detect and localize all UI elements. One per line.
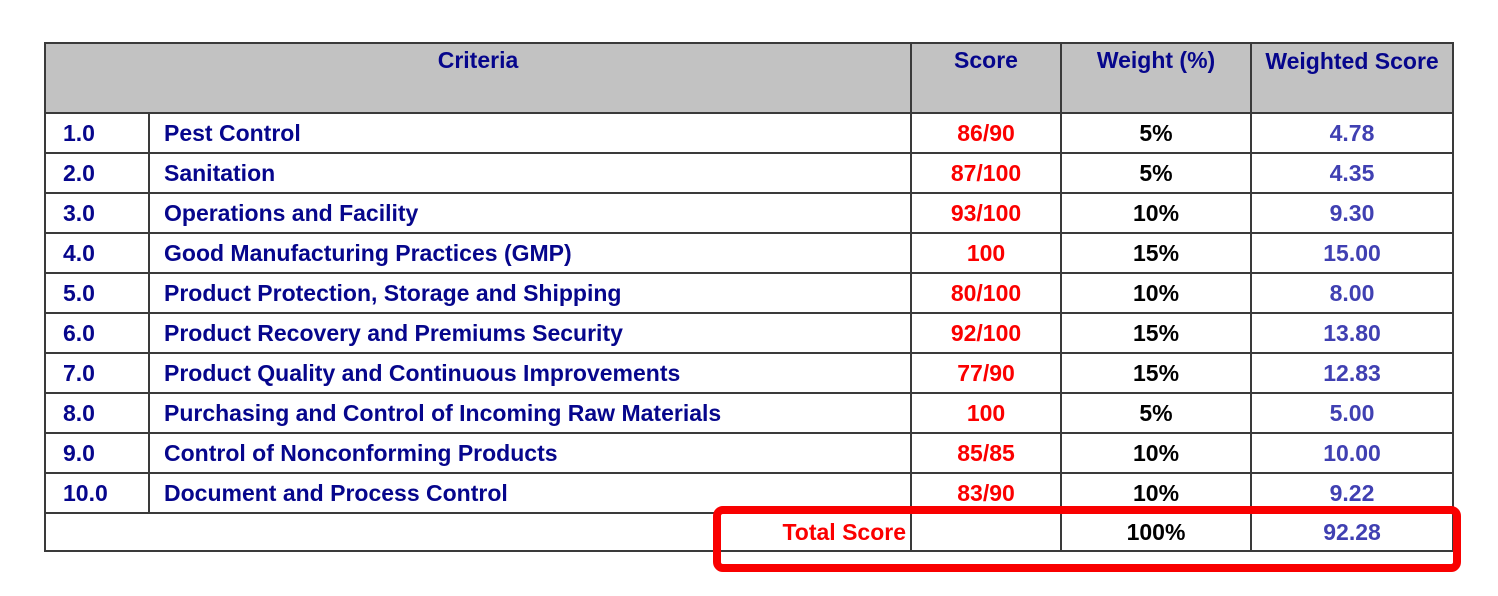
table-row: 3.0 Operations and Facility 93/100 10% 9… [44,192,1455,234]
row-criteria: Pest Control [147,112,913,154]
row-weight: 5% [1060,112,1253,154]
header-weight: Weight (%) [1060,42,1253,114]
row-weight: 10% [1060,432,1253,474]
total-weight-value: 100% [1060,512,1253,552]
row-score: 80/100 [910,272,1063,314]
row-weighted: 12.83 [1250,352,1455,394]
row-score: 85/85 [910,432,1063,474]
row-criteria: Control of Nonconforming Products [147,432,913,474]
row-number: 3.0 [44,192,150,234]
table-row: 6.0 Product Recovery and Premiums Securi… [44,312,1455,354]
row-score: 100 [910,392,1063,434]
row-weight: 10% [1060,472,1253,514]
row-weighted: 4.78 [1250,112,1455,154]
row-score: 83/90 [910,472,1063,514]
row-number: 1.0 [44,112,150,154]
row-weight: 10% [1060,192,1253,234]
row-weight: 5% [1060,152,1253,194]
row-weight: 15% [1060,312,1253,354]
row-criteria: Product Quality and Continuous Improveme… [147,352,913,394]
row-number: 7.0 [44,352,150,394]
row-weighted: 13.80 [1250,312,1455,354]
row-weighted: 15.00 [1250,232,1455,274]
table-row: 8.0 Purchasing and Control of Incoming R… [44,392,1455,434]
row-criteria: Sanitation [147,152,913,194]
header-weighted-score: Weighted Score [1250,42,1455,114]
total-row: Total Score 100% 92.28 [43,512,1455,552]
row-number: 6.0 [44,312,150,354]
row-number: 8.0 [44,392,150,434]
total-score-value [910,512,1063,552]
row-number: 5.0 [44,272,150,314]
header-criteria: Criteria [43,42,913,114]
table-row: 5.0 Product Protection, Storage and Ship… [44,272,1455,314]
row-number: 10.0 [44,472,150,514]
table-row: 1.0 Pest Control 86/90 5% 4.78 [44,112,1455,154]
row-score: 93/100 [910,192,1063,234]
row-weight: 10% [1060,272,1253,314]
row-number: 2.0 [44,152,150,194]
table-row: 7.0 Product Quality and Continuous Impro… [44,352,1455,394]
total-score-label: Total Score [43,512,913,552]
row-weighted: 4.35 [1250,152,1455,194]
row-number: 4.0 [44,232,150,274]
row-criteria: Product Recovery and Premiums Security [147,312,913,354]
audit-score-table: Criteria Score Weight (%) Weighted Score… [43,42,1455,552]
row-weight: 15% [1060,232,1253,274]
row-number: 9.0 [44,432,150,474]
total-weighted-value: 92.28 [1250,512,1455,552]
row-weighted: 5.00 [1250,392,1455,434]
row-score: 87/100 [910,152,1063,194]
table-row: 10.0 Document and Process Control 83/90 … [44,472,1455,514]
row-weighted: 9.22 [1250,472,1455,514]
row-weighted: 10.00 [1250,432,1455,474]
row-criteria: Document and Process Control [147,472,913,514]
row-weight: 5% [1060,392,1253,434]
row-score: 100 [910,232,1063,274]
row-criteria: Purchasing and Control of Incoming Raw M… [147,392,913,434]
row-score: 77/90 [910,352,1063,394]
header-row: Criteria Score Weight (%) Weighted Score [43,42,1455,114]
table-row: 4.0 Good Manufacturing Practices (GMP) 1… [44,232,1455,274]
row-score: 86/90 [910,112,1063,154]
row-criteria: Good Manufacturing Practices (GMP) [147,232,913,274]
row-score: 92/100 [910,312,1063,354]
table-row: 9.0 Control of Nonconforming Products 85… [44,432,1455,474]
header-score: Score [910,42,1063,114]
row-criteria: Product Protection, Storage and Shipping [147,272,913,314]
row-weight: 15% [1060,352,1253,394]
table-row: 2.0 Sanitation 87/100 5% 4.35 [44,152,1455,194]
row-weighted: 8.00 [1250,272,1455,314]
row-weighted: 9.30 [1250,192,1455,234]
row-criteria: Operations and Facility [147,192,913,234]
